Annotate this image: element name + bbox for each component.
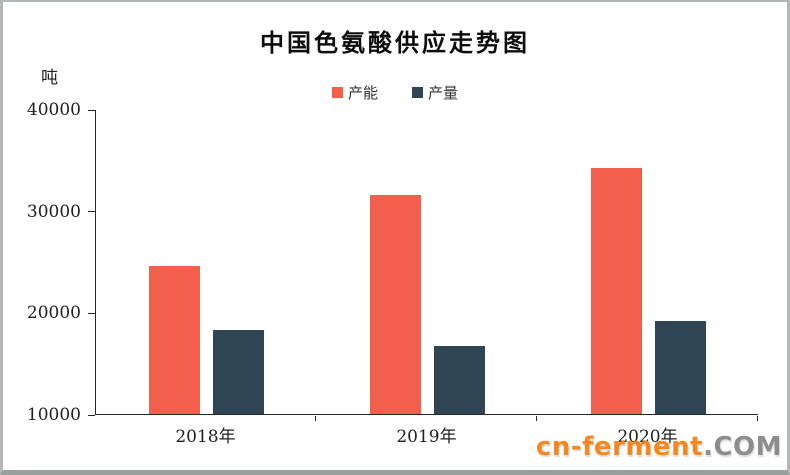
bar-production-2018年: [212, 329, 264, 414]
y-tick-mark: [88, 312, 95, 314]
y-tick-label: 10000: [26, 405, 81, 425]
y-tick-label: 40000: [26, 100, 81, 120]
legend-item-capacity: 产能: [331, 82, 378, 103]
x-tick-mark: [536, 416, 537, 421]
plot-area: 10000 20000 30000 40000 2018年 2019年 2020年: [27, 100, 758, 447]
y-tick-mark: [88, 211, 95, 213]
x-category-label: 2020年: [617, 427, 678, 447]
x-category-label: 2019年: [396, 427, 457, 447]
y-axis-unit-label: 吨: [41, 68, 58, 88]
legend: 产能 产量: [3, 82, 787, 103]
chart-title: 中国色氨酸供应走势图: [260, 28, 530, 57]
x-tick-mark: [315, 416, 316, 421]
y-tick-mark: [88, 414, 95, 416]
bar-capacity-2018年: [148, 265, 200, 414]
legend-label: 产能: [347, 84, 378, 102]
x-tick-mark: [757, 416, 758, 421]
y-axis-line: [95, 110, 96, 415]
bar-capacity-2019年: [369, 195, 421, 414]
bar-capacity-2020年: [590, 167, 642, 414]
legend-swatch-production: [412, 87, 423, 98]
legend-item-production: 产量: [412, 82, 458, 103]
y-tick-label: 30000: [26, 201, 81, 222]
y-tick-label: 20000: [26, 303, 81, 324]
bar-production-2020年: [654, 321, 706, 414]
legend-swatch-capacity: [331, 87, 343, 98]
x-axis-line: [95, 414, 758, 415]
x-category-label: 2018年: [175, 427, 236, 447]
watermark-suffix: .COM: [703, 432, 782, 462]
watermark-brand: cn-ferment: [535, 432, 704, 462]
legend-label: 产量: [428, 84, 459, 102]
y-tick-mark: [88, 109, 95, 111]
bar-production-2019年: [433, 345, 485, 414]
watermark: cn-ferment.COM: [536, 432, 782, 462]
